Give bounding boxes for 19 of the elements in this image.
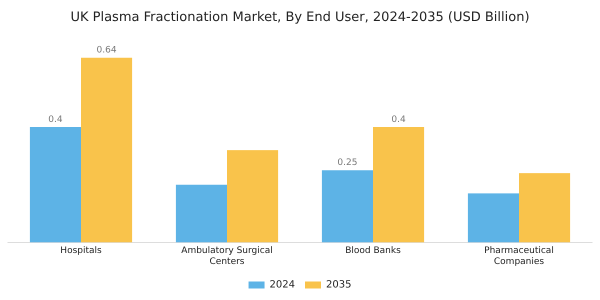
data-label: 0.25 — [337, 158, 358, 168]
legend-label: 2035 — [326, 280, 352, 291]
x-tick-label: Pharmaceutical Companies — [484, 246, 554, 267]
data-label: 0.64 — [96, 46, 117, 56]
x-tick-label: Ambulatory Surgical Centers — [181, 246, 273, 267]
bar — [30, 127, 81, 242]
data-label: 0.4 — [48, 114, 63, 125]
bar — [176, 184, 227, 242]
bar — [81, 58, 132, 242]
x-tick-label: Blood Banks — [345, 246, 402, 256]
chart-title: UK Plasma Fractionation Market, By End User, 2024-2035 (USD Billion) — [70, 10, 530, 26]
data-label: 0.4 — [391, 114, 406, 125]
bar — [373, 127, 424, 242]
legend-label: 2024 — [270, 280, 296, 291]
bar — [322, 170, 373, 242]
bar — [227, 150, 278, 242]
x-tick-label: Hospitals — [60, 246, 102, 256]
bar — [519, 173, 570, 242]
bar — [468, 193, 519, 242]
